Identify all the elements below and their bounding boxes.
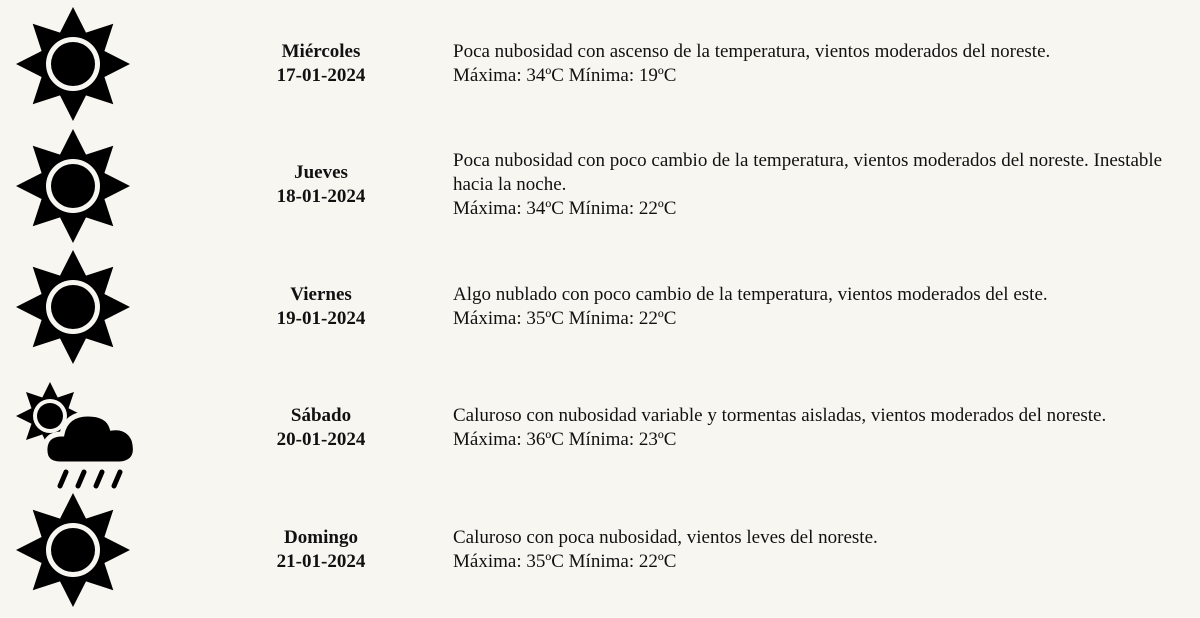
forecast-row: Sábado 20-01-2024 Caluroso con nubosidad… (0, 368, 1200, 489)
description: Caluroso con poca nubosidad, vientos lev… (453, 526, 878, 548)
date: 20-01-2024 (276, 429, 366, 450)
forecast-row: Domingo 21-01-2024 Caluroso con poca nub… (0, 489, 1200, 610)
description: Caluroso con nubosidad variable y tormen… (453, 405, 1107, 426)
day-name: Domingo (284, 526, 358, 548)
description-column: Caluroso con poca nubosidad, vientos lev… (453, 526, 1183, 574)
day-column: Miércoles 17-01-2024 (221, 40, 421, 88)
forecast-row: Jueves 18-01-2024 Poca nubosidad con poc… (0, 125, 1200, 246)
sun-icon (16, 128, 130, 243)
day-name: Jueves (294, 162, 348, 183)
day-name: Sábado (290, 405, 352, 426)
day-column: Viernes 19-01-2024 (221, 283, 421, 331)
day-column: Domingo 21-01-2024 (221, 526, 421, 574)
temperatures: Máxima: 35ºC Mínima: 22ºC (453, 550, 677, 572)
day-column: Jueves 18-01-2024 (221, 161, 421, 209)
day-name: Viernes (290, 283, 352, 305)
description-column: Poca nubosidad con poco cambio de la tem… (453, 149, 1183, 221)
date: 19-01-2024 (276, 307, 366, 329)
forecast-row: Miércoles 17-01-2024 Poca nubosidad con … (0, 3, 1200, 124)
sun-icon (16, 250, 130, 364)
day-name: Miércoles (281, 40, 361, 62)
date: 17-01-2024 (276, 64, 366, 86)
date: 18-01-2024 (276, 186, 366, 207)
day-column: Sábado 20-01-2024 (221, 404, 421, 452)
sun-cloud-rain-icon (16, 381, 138, 488)
temperatures: Máxima: 34ºC Mínima: 19ºC (453, 64, 677, 86)
description: Poca nubosidad con poco cambio de la tem… (453, 150, 1163, 195)
description-column: Algo nublado con poco cambio de la tempe… (453, 283, 1183, 331)
date: 21-01-2024 (276, 550, 366, 572)
forecast-row: Viernes 19-01-2024 Algo nublado con poco… (0, 246, 1200, 367)
description: Algo nublado con poco cambio de la tempe… (453, 283, 1048, 305)
temperatures: Máxima: 35ºC Mínima: 22ºC (453, 307, 677, 329)
temperatures: Máxima: 34ºC Mínima: 22ºC (453, 198, 677, 219)
sun-icon (16, 493, 130, 607)
description: Poca nubosidad con ascenso de la tempera… (453, 40, 1051, 62)
sun-icon (16, 7, 130, 121)
temperatures: Máxima: 36ºC Mínima: 23ºC (453, 429, 677, 450)
description-column: Poca nubosidad con ascenso de la tempera… (453, 40, 1183, 88)
description-column: Caluroso con nubosidad variable y tormen… (453, 404, 1183, 452)
